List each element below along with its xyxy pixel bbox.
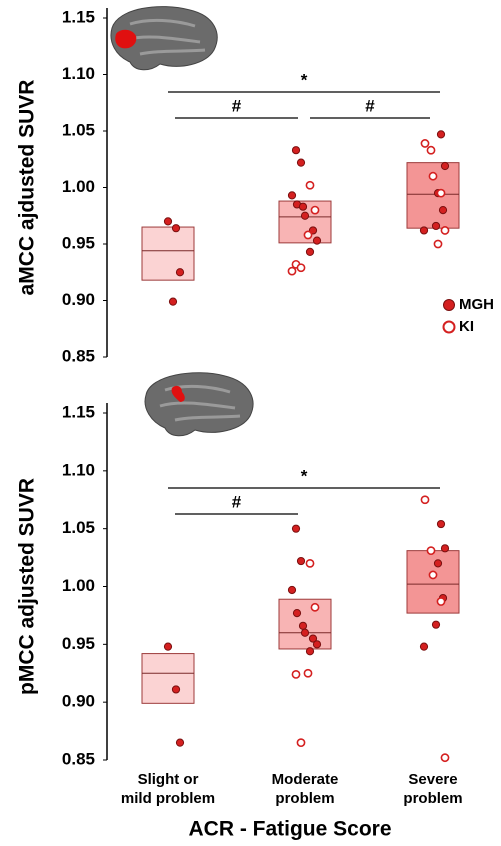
data-point	[420, 139, 430, 148]
data-point	[305, 647, 315, 656]
data-point	[303, 668, 313, 678]
significance-label: *	[301, 466, 308, 485]
data-point	[287, 266, 297, 276]
data-point	[303, 230, 313, 240]
y-tick-label: 1.15	[62, 402, 95, 421]
y-axis-label: aMCC ajdusted SUVR	[16, 80, 39, 296]
data-point	[312, 640, 322, 649]
y-tick-label: 0.90	[62, 290, 95, 309]
y-tick-label: 0.85	[62, 749, 95, 768]
data-point	[428, 171, 438, 181]
y-tick-label: 1.00	[62, 576, 95, 595]
significance-label: #	[232, 96, 242, 115]
y-tick-label: 0.90	[62, 692, 95, 711]
data-point	[438, 206, 448, 215]
data-point	[426, 546, 436, 556]
data-point	[419, 642, 429, 651]
legend-label: MGH	[459, 296, 494, 313]
data-point	[420, 495, 430, 505]
data-point	[308, 634, 318, 643]
x-tick-label: Slight or	[138, 771, 199, 788]
data-point	[296, 158, 306, 167]
data-point	[298, 621, 308, 630]
data-point	[298, 202, 308, 211]
data-point	[296, 556, 306, 566]
data-point	[291, 146, 301, 155]
data-point	[436, 519, 446, 529]
data-point	[287, 585, 297, 595]
data-point	[436, 188, 446, 198]
x-tick-label: Moderate	[272, 771, 339, 788]
y-tick-label: 1.10	[62, 64, 95, 83]
data-point	[291, 524, 301, 533]
data-point	[163, 642, 173, 651]
brain-icon-bottom	[144, 372, 254, 437]
data-point	[440, 161, 450, 171]
y-tick-label: 0.85	[62, 346, 95, 365]
legend-marker	[443, 299, 455, 311]
y-tick-label: 1.00	[62, 177, 95, 196]
significance-label: #	[232, 492, 242, 511]
y-tick-label: 1.15	[62, 7, 95, 26]
data-point	[419, 226, 429, 235]
data-point	[436, 597, 446, 606]
data-point	[428, 570, 438, 580]
y-tick-label: 1.05	[62, 120, 95, 139]
data-point	[168, 297, 178, 306]
data-point	[171, 685, 181, 694]
significance-label: *	[301, 70, 308, 89]
data-point	[433, 559, 443, 568]
y-tick-label: 1.05	[62, 518, 95, 537]
data-point	[426, 145, 436, 155]
y-tick-label: 0.95	[62, 233, 95, 252]
data-point	[310, 602, 320, 612]
data-point	[312, 236, 322, 245]
x-tick-label: problem	[403, 790, 462, 807]
box	[141, 653, 195, 704]
data-point	[175, 268, 185, 277]
significance-label: #	[365, 96, 375, 115]
data-point	[305, 558, 315, 568]
data-point	[287, 191, 297, 200]
x-tick-label: Severe	[408, 771, 457, 788]
data-point	[296, 263, 306, 273]
brain-icon-top	[110, 6, 218, 71]
x-tick-label: mild problem	[121, 790, 215, 807]
data-point	[440, 226, 450, 235]
data-point	[291, 670, 301, 679]
legend-label: KI	[459, 318, 474, 335]
data-point	[433, 239, 443, 249]
x-axis-label: ACR - Fatigue Score	[188, 818, 391, 841]
data-point	[440, 753, 450, 763]
data-point	[300, 628, 310, 637]
y-axis-label: pMCC adjusted SUVR	[16, 478, 39, 695]
box	[406, 550, 460, 614]
data-point	[431, 620, 441, 629]
data-point	[305, 180, 315, 190]
box	[141, 226, 195, 281]
y-tick-label: 0.95	[62, 634, 95, 653]
data-point	[296, 738, 306, 748]
data-point	[163, 217, 173, 226]
data-point	[171, 224, 181, 233]
data-point	[292, 609, 302, 618]
x-tick-label: problem	[275, 790, 334, 807]
y-tick-label: 1.10	[62, 460, 95, 479]
data-point	[300, 211, 310, 220]
data-point	[175, 738, 185, 747]
data-point	[436, 130, 446, 139]
data-point	[431, 221, 441, 231]
legend-marker	[442, 320, 456, 334]
data-point	[310, 205, 320, 215]
data-point	[305, 247, 315, 257]
data-point	[440, 544, 450, 553]
